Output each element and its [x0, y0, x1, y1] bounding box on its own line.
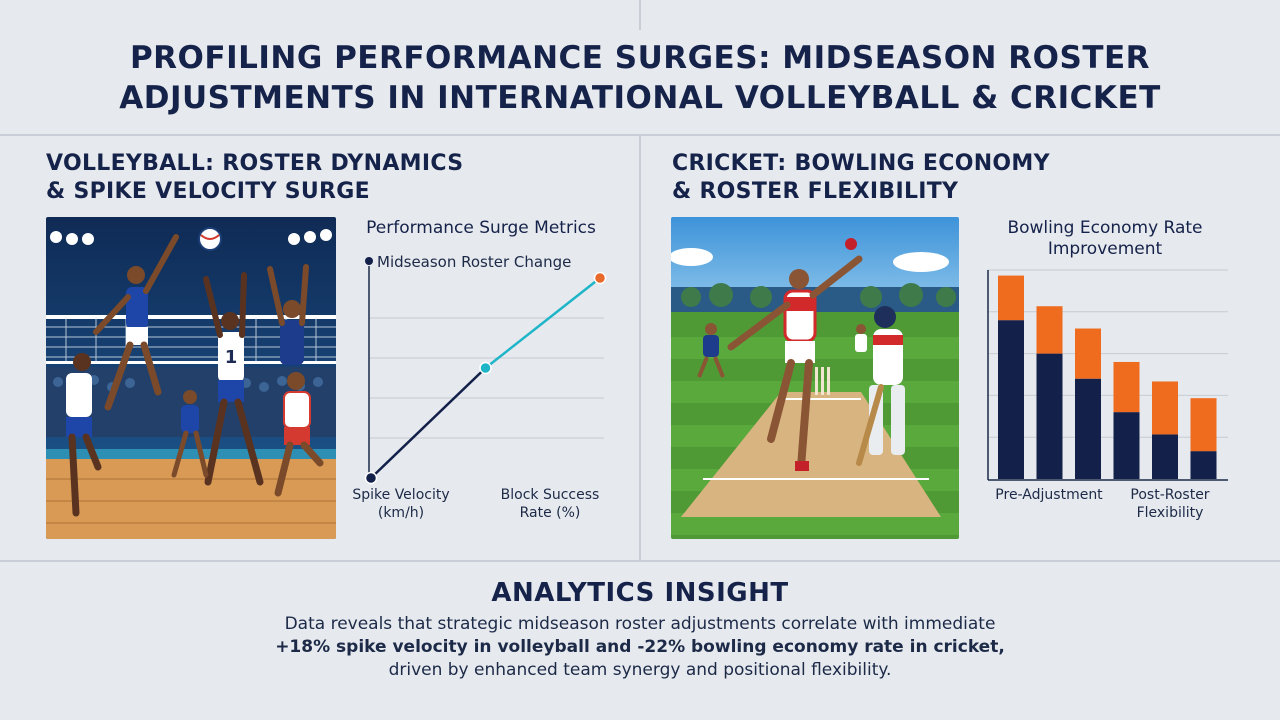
bar-chart [987, 269, 1228, 481]
line-x-label-2b: Rate (%) [519, 505, 581, 521]
bar-chart-grid [988, 269, 1228, 438]
line-point-0 [364, 471, 378, 485]
line-chart-markers [364, 271, 607, 485]
bar-x-label-2b: Flexibility [1136, 505, 1204, 521]
line-chart-grid [369, 317, 604, 439]
bar-x-label-2a: Post-Roster [1130, 487, 1210, 503]
line-chart-title: Performance Surge Metrics [366, 218, 596, 238]
volleyball-illustration: 1 [46, 217, 336, 539]
bar-chart-title-line2: Improvement [1047, 239, 1163, 259]
cricket-title-line1: CRICKET: BOWLING ECONOMY [672, 151, 1050, 176]
bar-top-0 [998, 275, 1024, 321]
bar-base-0 [998, 320, 1024, 479]
bar-top-1 [1036, 306, 1063, 354]
bar-chart-title: Bowling Economy Rate Improvement [978, 218, 1232, 260]
bar-top-5 [1190, 398, 1217, 452]
line-series-1 [484, 277, 601, 369]
bar-x-label-1: Pre-Adjustment [995, 487, 1103, 503]
bar-base-1 [1036, 353, 1063, 479]
line-x-label-1b: (km/h) [377, 505, 425, 521]
line-point-2 [593, 271, 607, 285]
bar-top-3 [1113, 361, 1140, 413]
bar-top-4 [1152, 381, 1178, 435]
cricket-section-title: CRICKET: BOWLING ECONOMY & ROSTER FLEXIB… [672, 150, 1050, 206]
line-point-1 [479, 361, 492, 375]
bar-base-3 [1113, 412, 1140, 479]
bar-chart-bars [998, 275, 1217, 479]
bar-base-5 [1190, 451, 1217, 479]
line-x-label-1: Spike Velocity (km/h) [346, 486, 456, 522]
bottom-divider [0, 560, 1280, 562]
cricket-title-line2: & ROSTER FLEXIBILITY [672, 179, 959, 204]
volleyball-section-title: VOLLEYBALL: ROSTER DYNAMICS & SPIKE VELO… [46, 150, 463, 206]
insight-line-3: driven by enhanced team synergy and posi… [388, 660, 892, 680]
insight-title: ANALYTICS INSIGHT [491, 578, 789, 608]
page-title-line1: PROFILING PERFORMANCE SURGES: MIDSEASON … [129, 40, 1151, 76]
line-chart-series [370, 277, 601, 479]
panel-divider [639, 136, 641, 560]
volleyball-title-line1: VOLLEYBALL: ROSTER DYNAMICS [46, 151, 464, 176]
bar-x-label-2: Post-Roster Flexibility [1110, 486, 1230, 522]
page-title: PROFILING PERFORMANCE SURGES: MIDSEASON … [0, 38, 1280, 118]
line-series-0 [370, 367, 487, 479]
middle-divider [639, 0, 641, 30]
page-title-line2: ADJUSTMENTS IN INTERNATIONAL VOLLEYBALL … [119, 80, 1161, 116]
bar-base-4 [1152, 434, 1178, 479]
annotation-marker [365, 257, 373, 265]
bar-top-2 [1075, 328, 1101, 379]
cricket-illustration [671, 217, 959, 539]
top-divider [0, 134, 1280, 136]
line-chart: Midseason Roster Change [364, 253, 607, 485]
line-chart-annotation: Midseason Roster Change [377, 253, 571, 271]
bar-base-2 [1075, 378, 1101, 479]
svg-text:1: 1 [225, 347, 238, 368]
line-x-label-1a: Spike Velocity [352, 487, 450, 503]
insight-line-1: Data reveals that strategic midseason ro… [284, 614, 996, 634]
line-x-label-2a: Block Success [500, 487, 600, 503]
insight-line-2: +18% spike velocity in volleyball and -2… [275, 637, 1005, 657]
volleyball-title-line2: & SPIKE VELOCITY SURGE [46, 179, 370, 204]
bar-chart-title-line1: Bowling Economy Rate [1007, 218, 1203, 238]
line-x-label-2: Block Success Rate (%) [486, 486, 614, 522]
